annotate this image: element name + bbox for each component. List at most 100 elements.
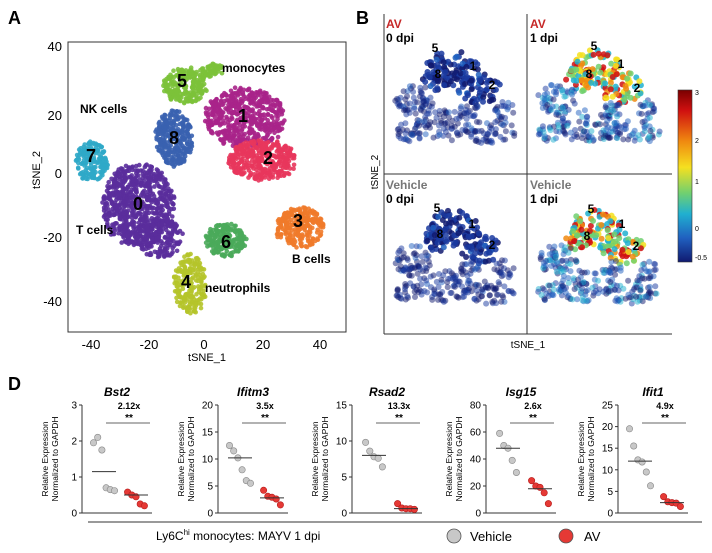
cell-point-cluster-3 [289,240,295,245]
cell-point-cluster-8 [163,157,169,163]
cell-point-cluster-2 [277,160,283,165]
cell-point-cluster-1 [212,101,218,107]
panel-a-xlabel: tSNE_1 [188,352,226,364]
cell-point-cluster-7 [75,165,81,170]
colorbar-tick: 2 [695,138,699,145]
annotation-neutrophils: neutrophils [205,281,271,295]
cell-point-cluster-0 [127,165,132,170]
cell-point-cluster-0 [164,218,170,223]
expression-point [602,80,609,87]
cell-point-cluster-8 [184,128,190,134]
cell-point-cluster-0 [122,199,127,204]
cell-point-cluster-7 [97,160,103,165]
cell-point-cluster-1 [256,124,262,129]
y-tick-label: 2 [71,437,77,448]
cell-point-cluster-0 [122,170,127,176]
significance-label: ** [125,413,133,424]
expression-point [430,134,437,141]
y-tick-label: 10 [202,455,214,466]
caption-suffix: monocytes: MAYV 1 dpi [190,529,321,543]
cell-point-cluster-4 [195,257,200,263]
y-axis-label-line2: Normalized to GAPDH [320,416,330,501]
expression-point [565,249,572,256]
gene-title: Bst2 [104,385,130,399]
cell-point-cluster-0 [155,170,161,176]
cluster-label-3: 3 [293,211,303,231]
cell-point-cluster-2 [237,152,243,157]
cell-point-cluster-4 [173,274,179,280]
cell-point-cluster-0 [150,210,155,215]
expression-point [631,137,638,144]
cell-point-cluster-0 [156,235,161,240]
expression-point [486,292,493,299]
cell-point-cluster-0 [138,181,144,186]
cell-point-cluster-0 [168,237,174,243]
cell-point-cluster-1 [217,123,223,128]
y-tick-label: 0 [341,509,347,520]
cell-point-cluster-1 [279,109,284,115]
y-axis-label-line2: Normalized to GAPDH [50,416,60,501]
expression-point [561,93,568,100]
annotation-b-cells: B cells [292,252,331,266]
b2-label-5: 5 [591,39,598,53]
cell-point-cluster-2 [249,152,254,158]
cell-point-cluster-1 [274,120,280,126]
cell-point-cluster-2 [243,140,248,145]
b4-label-5: 5 [588,202,595,216]
expression-point [510,265,517,272]
expression-point [571,238,578,245]
expression-point [427,244,434,251]
cell-point-cluster-1 [260,105,265,111]
cell-point-cluster-3 [315,236,320,241]
expression-point [573,66,580,73]
expression-point [595,277,601,284]
cell-point-cluster-1 [232,109,237,115]
expression-point [550,96,557,103]
cell-point-cluster-0 [143,236,148,241]
cell-point-cluster-0 [140,190,145,196]
cell-point-cluster-8 [158,128,163,134]
cell-point-cluster-0 [173,221,178,227]
data-point-vehicle [362,438,370,446]
cell-point-cluster-0 [134,194,139,199]
expression-point [546,243,553,250]
b1-label-5: 5 [432,41,439,55]
cell-point-cluster-1 [253,116,258,122]
expression-point [493,260,500,267]
expression-point [559,104,566,111]
cell-point-cluster-1 [227,105,232,110]
cell-point-cluster-8 [187,124,193,129]
expression-point [445,212,452,219]
cell-point-cluster-1 [212,115,218,121]
expression-point [573,213,580,220]
y-tick-label: 15 [602,444,614,455]
cell-point-cluster-8 [181,137,186,143]
panel-b-xlabel: tSNE_1 [511,340,546,351]
expression-point [612,258,619,264]
cell-point-cluster-1 [268,101,274,107]
expression-point [607,100,614,106]
cell-point-cluster-0 [152,249,158,255]
expression-point [625,249,632,255]
y-tick-label: 0 [207,509,213,520]
cell-point-cluster-0 [167,189,173,194]
expression-point [602,104,609,111]
expression-point [510,109,517,116]
cell-point-cluster-0 [152,184,157,189]
cell-point-cluster-2 [278,173,284,179]
y-axis-label-line2: Normalized to GAPDH [454,416,464,501]
cell-point-cluster-0 [160,240,165,246]
data-point-av [272,495,280,503]
data-point-vehicle [638,458,646,466]
data-point-av [410,505,418,513]
cell-point-cluster-2 [249,158,255,163]
cell-point-cluster-0 [126,175,131,180]
data-point-vehicle [508,456,516,464]
cell-point-cluster-0 [118,166,124,171]
legend-av-marker [558,528,574,544]
data-point-av [260,486,268,494]
panel-a-ylabel: tSNE_2 [31,151,43,189]
cell-point-cluster-0 [157,196,162,201]
expression-point [549,103,556,110]
